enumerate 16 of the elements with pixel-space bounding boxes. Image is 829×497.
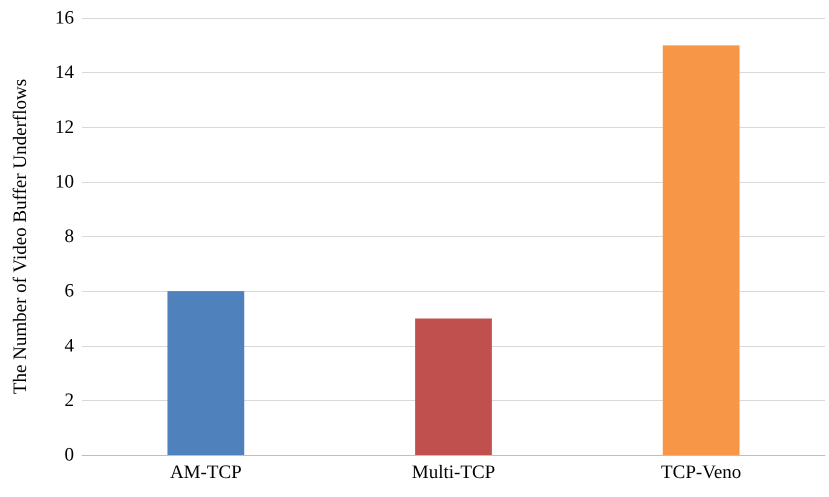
y-tick-label: 6 (64, 280, 74, 302)
y-axis-title: The Number of Video Buffer Underflows (10, 78, 31, 394)
bar (167, 291, 244, 455)
y-tick-label: 2 (64, 390, 74, 411)
x-tick-label: TCP-Veno (661, 462, 742, 483)
bar (415, 318, 492, 455)
y-tick-label: 10 (55, 171, 74, 192)
y-tick-label: 4 (64, 335, 74, 356)
y-tick-label: 14 (55, 62, 74, 84)
x-tick-label: Multi-TCP (412, 462, 496, 483)
x-tick-label: AM-TCP (170, 462, 242, 483)
y-tick-label: 12 (55, 116, 74, 138)
y-tick-label: 16 (55, 8, 74, 28)
y-tick-label: 0 (64, 444, 74, 466)
bar (662, 45, 740, 455)
y-tick-label: 8 (64, 226, 74, 247)
